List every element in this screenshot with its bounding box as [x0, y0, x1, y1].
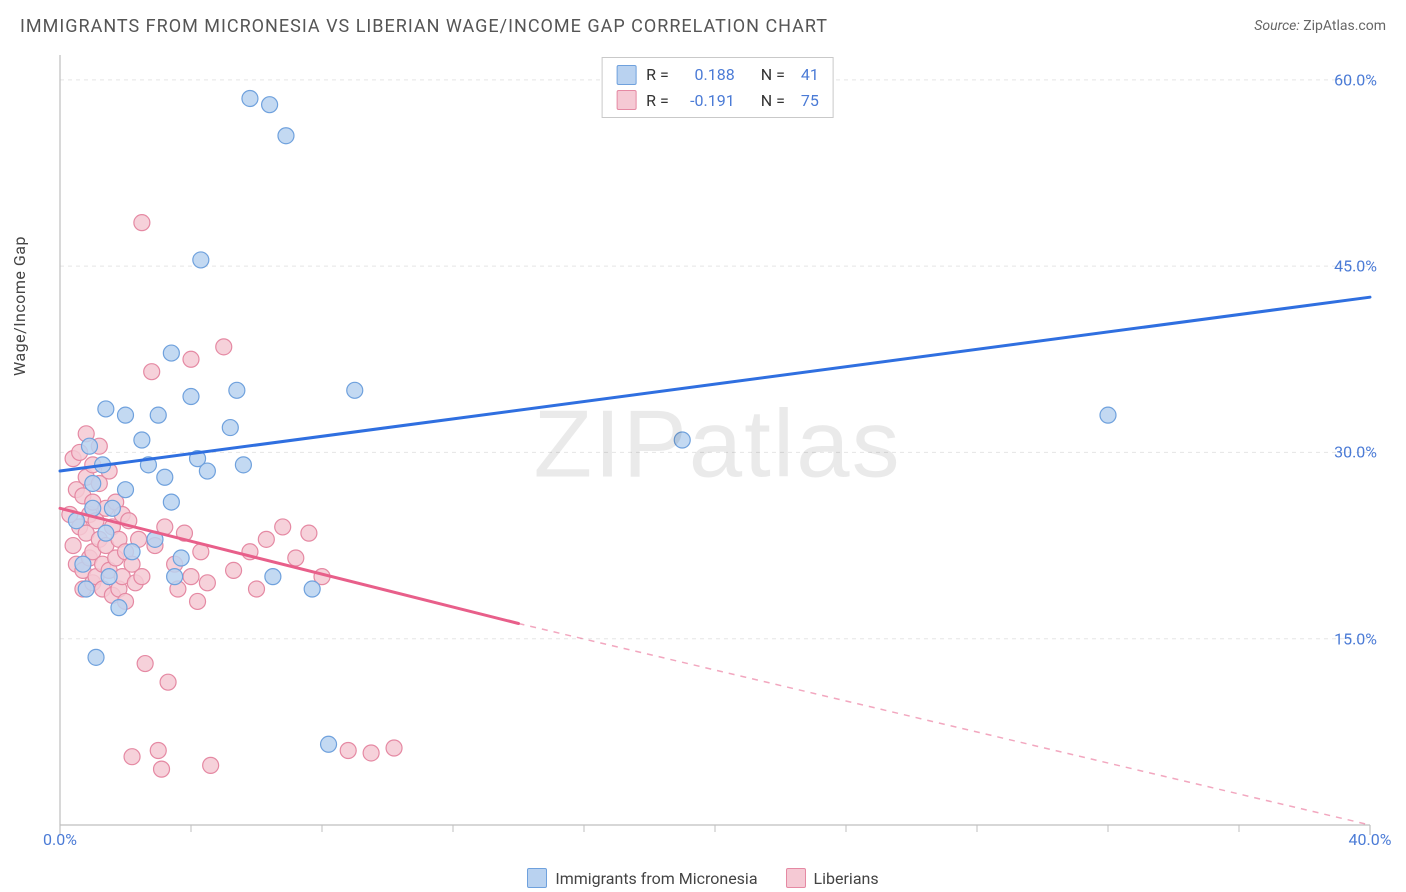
legend-label-1: Immigrants from Micronesia: [555, 869, 757, 888]
legend-row-series-1: R = 0.188 N = 41: [616, 62, 819, 88]
chart-title: IMMIGRANTS FROM MICRONESIA VS LIBERIAN W…: [20, 16, 828, 37]
r-label: R =: [646, 62, 669, 88]
y-tick-label: 30.0%: [1334, 443, 1377, 462]
y-tick-label: 45.0%: [1334, 257, 1377, 276]
source-label: Source:: [1254, 18, 1299, 34]
scatter-chart: [50, 55, 1385, 845]
source-attribution: Source: ZipAtlas.com: [1254, 18, 1386, 34]
y-tick-label: 15.0%: [1334, 629, 1377, 648]
legend-swatch-2: [616, 90, 636, 110]
r-label: R =: [646, 88, 669, 114]
legend-item-2: Liberians: [786, 868, 879, 888]
legend-label-2: Liberians: [814, 869, 879, 888]
r-value-1: 0.188: [679, 62, 735, 88]
legend-row-series-2: R = -0.191 N = 75: [616, 88, 819, 114]
x-tick-label: 40.0%: [1349, 830, 1392, 849]
n-label: N =: [761, 62, 785, 88]
legend-swatch-1b: [527, 868, 547, 888]
r-value-2: -0.191: [679, 88, 735, 114]
y-axis-label: Wage/Income Gap: [10, 236, 29, 376]
chart-area: ZIPatlas 15.0%30.0%45.0%60.0% 0.0%40.0% …: [50, 55, 1385, 845]
series-legend: Immigrants from Micronesia Liberians: [0, 868, 1406, 888]
legend-swatch-2b: [786, 868, 806, 888]
legend-swatch-1: [616, 65, 636, 85]
n-label: N =: [761, 88, 785, 114]
x-tick-label: 0.0%: [43, 830, 77, 849]
legend-item-1: Immigrants from Micronesia: [527, 868, 757, 888]
source-value: ZipAtlas.com: [1303, 18, 1386, 34]
n-value-1: 41: [801, 62, 819, 88]
n-value-2: 75: [801, 88, 819, 114]
y-tick-label: 60.0%: [1334, 70, 1377, 89]
correlation-legend: R = 0.188 N = 41 R = -0.191 N = 75: [601, 57, 834, 118]
